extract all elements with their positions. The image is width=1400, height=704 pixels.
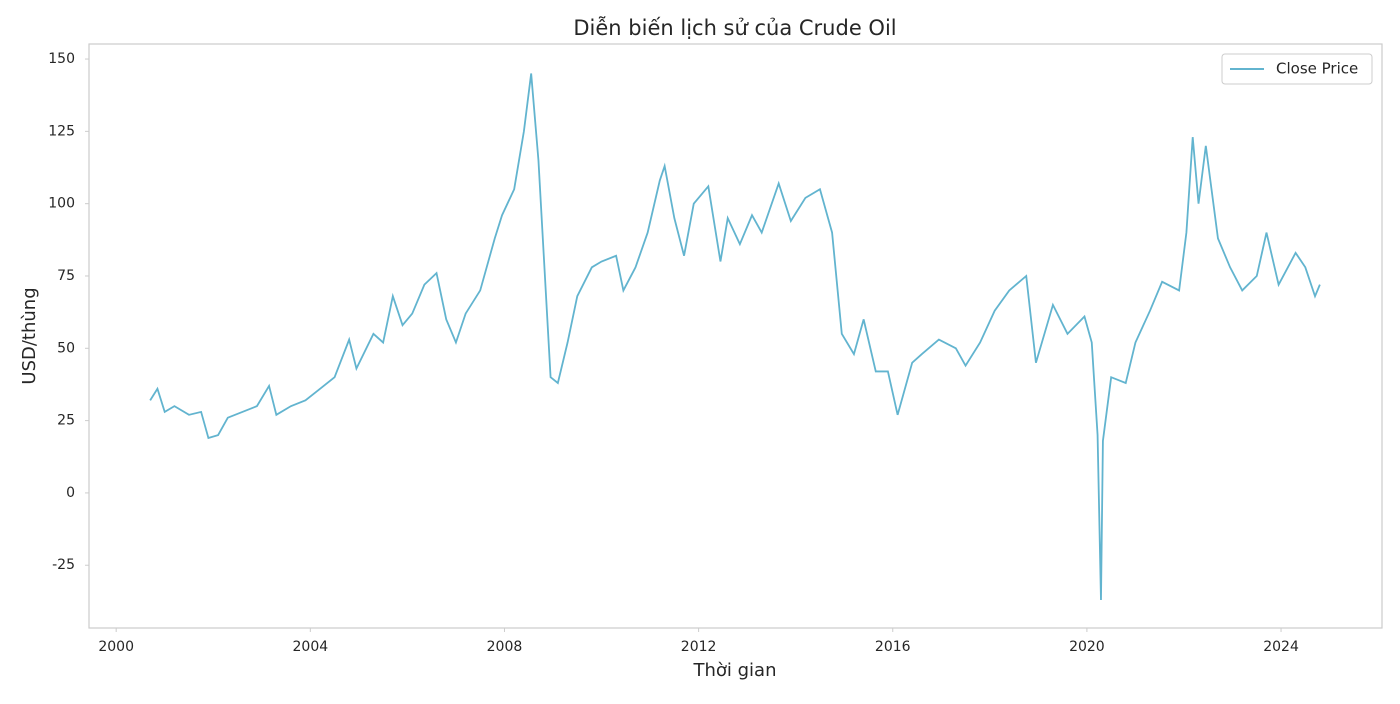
y-tick-label: 100 — [48, 196, 75, 212]
y-tick-label: 75 — [57, 268, 75, 284]
y-tick-label: 150 — [48, 51, 75, 67]
y-tick-label: 25 — [57, 413, 75, 429]
line — [149, 73, 1321, 600]
legend-label: Close Price — [1276, 60, 1358, 78]
y-tick-label: 0 — [66, 485, 75, 501]
y-tick-label: 50 — [57, 340, 75, 356]
x-tick-label: 2004 — [293, 639, 329, 655]
x-tick-label: 2020 — [1069, 639, 1105, 655]
y-axis-label: USD/thùng — [19, 287, 40, 384]
y-tick-label: 125 — [48, 123, 75, 139]
x-tick-label: 2024 — [1263, 639, 1299, 655]
y-tick-label: -25 — [52, 557, 75, 573]
chart-title: Diễn biến lịch sử của Crude Oil — [573, 15, 896, 40]
x-axis-label: Thời gian — [692, 660, 776, 681]
legend-box — [1221, 53, 1373, 85]
x-tick-label: 2008 — [487, 639, 523, 655]
x-tick-label: 2012 — [681, 639, 717, 655]
plot-frame — [88, 43, 1383, 629]
x-tick-label: 2016 — [875, 639, 911, 655]
x-tick-label: 2000 — [98, 639, 134, 655]
